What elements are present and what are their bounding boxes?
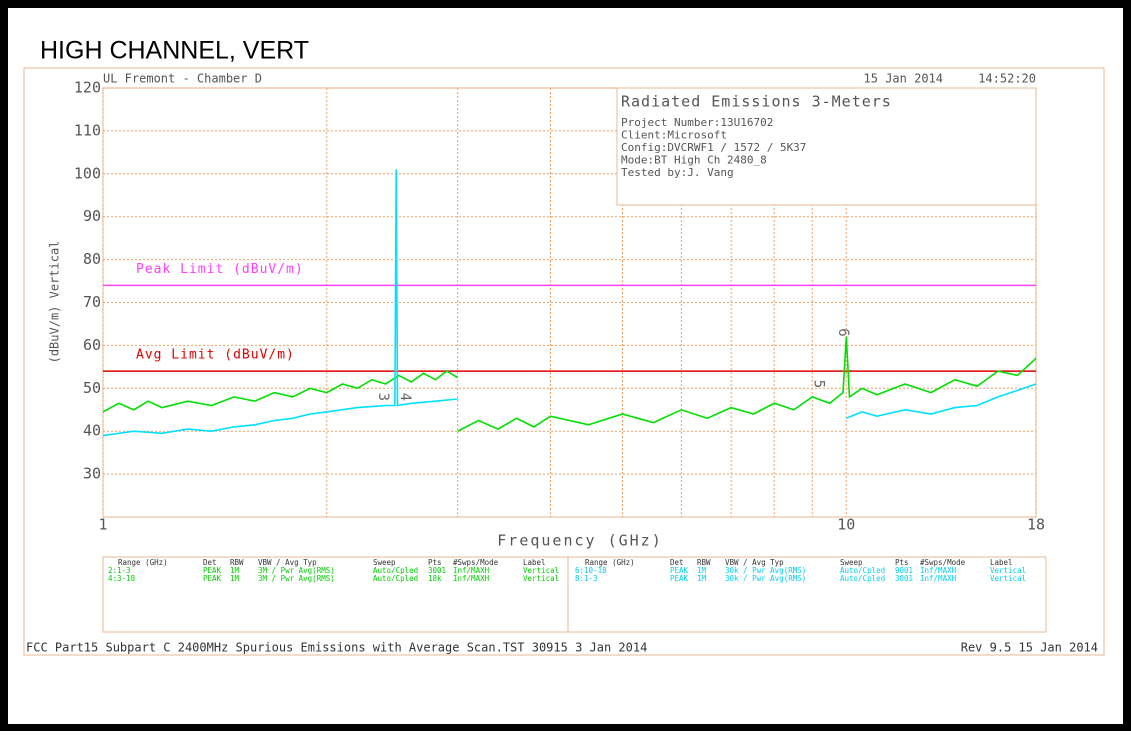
table-cell: 18k bbox=[428, 574, 442, 583]
marker-label: 3 bbox=[375, 393, 391, 401]
table-header: Range (GHz) bbox=[585, 558, 635, 567]
y-tick-label: 90 bbox=[83, 207, 101, 225]
table-header: Range (GHz) bbox=[118, 558, 168, 567]
y-tick-label: 50 bbox=[83, 379, 101, 397]
trace bbox=[102, 169, 1037, 437]
y-tick-label: 100 bbox=[74, 164, 101, 182]
table-header: #Swps/Mode bbox=[920, 558, 966, 567]
info-line: Config:DVCRWF1 / 1572 / 5K37 bbox=[621, 141, 806, 154]
table-cell: 9001 bbox=[895, 566, 913, 575]
table-header: Sweep bbox=[840, 558, 863, 567]
table-cell: 4:3-18 bbox=[108, 574, 136, 583]
table-cell: 3001 bbox=[428, 566, 446, 575]
y-tick-label: 110 bbox=[74, 121, 101, 139]
info-line: Tested by:J. Vang bbox=[621, 166, 734, 179]
info-line: Mode:BT High Ch 2480_8 bbox=[621, 154, 767, 167]
table-cell: Vertical bbox=[990, 574, 1026, 583]
table-cell: PEAK bbox=[670, 574, 689, 583]
table-cell: 1M bbox=[230, 574, 240, 583]
table-cell: Auto/Cpled bbox=[373, 566, 418, 575]
y-tick-label: 60 bbox=[83, 336, 101, 354]
table-cell: 1M bbox=[697, 574, 707, 583]
table-header: Pts bbox=[428, 558, 442, 567]
table-header: Det bbox=[203, 558, 217, 567]
table-header: VBW / Avg Typ bbox=[725, 558, 784, 567]
table-cell: PEAK bbox=[203, 574, 222, 583]
table-cell: Inf/MAXH bbox=[453, 574, 490, 583]
table-cell: 3001 bbox=[895, 574, 913, 583]
x-axis-label: Frequency (GHz) bbox=[497, 532, 662, 550]
info-box bbox=[616, 87, 1037, 206]
table-header: VBW / Avg Typ bbox=[258, 558, 317, 567]
table-cell: 3M / Pwr Avg(RMS) bbox=[258, 566, 335, 575]
table-cell: 2:1-3 bbox=[108, 566, 131, 575]
table-cell: Vertical bbox=[523, 574, 559, 583]
info-line: Project Number:13U16702 bbox=[621, 116, 773, 129]
table-header: RBW bbox=[230, 558, 244, 567]
limit-label: Avg Limit (dBuV/m) bbox=[136, 348, 295, 363]
table-cell: Auto/Cpled bbox=[840, 566, 885, 575]
y-tick-label: 40 bbox=[83, 422, 101, 440]
table-cell: PEAK bbox=[203, 566, 222, 575]
table-header: Label bbox=[990, 558, 1013, 567]
table-cell: Auto/Cpled bbox=[840, 574, 885, 583]
x-tick-label: 10 bbox=[837, 516, 855, 534]
marker-label: 5 bbox=[810, 380, 826, 388]
marker-label: 6 bbox=[835, 328, 851, 336]
footer-left: FCC Part15 Subpart C 2400MHz Spurious Em… bbox=[26, 641, 647, 655]
table-cell: Auto/Cpled bbox=[373, 574, 418, 583]
info-line: Client:Microsoft bbox=[621, 129, 727, 142]
date-label: 15 Jan 2014 bbox=[864, 72, 943, 86]
table-header: RBW bbox=[697, 558, 711, 567]
plot-frame bbox=[23, 67, 1105, 656]
table-header: Sweep bbox=[373, 558, 396, 567]
y-tick-label: 70 bbox=[83, 293, 101, 311]
table-cell: Vertical bbox=[990, 566, 1026, 575]
table-cell: 8:1-3 bbox=[575, 574, 598, 583]
table-header: #Swps/Mode bbox=[453, 558, 499, 567]
x-tick-label: 18 bbox=[1027, 516, 1045, 534]
table-header: Pts bbox=[895, 558, 909, 567]
table-cell: 30k / Pwr Avg(RMS) bbox=[725, 574, 806, 583]
table-header: Label bbox=[523, 558, 546, 567]
table-cell: PEAK bbox=[670, 566, 689, 575]
site-label: UL Fremont - Chamber D bbox=[103, 72, 262, 86]
table-header: Det bbox=[670, 558, 684, 567]
limit-label: Peak Limit (dBuV/m) bbox=[136, 262, 304, 277]
x-tick-label: 1 bbox=[98, 516, 107, 534]
table-box bbox=[102, 556, 1047, 633]
table-cell: 1M bbox=[230, 566, 240, 575]
table-cell: Inf/MAXH bbox=[920, 566, 957, 575]
trace bbox=[102, 336, 1037, 432]
table-cell: Inf/MAXH bbox=[453, 566, 490, 575]
y-tick-label: 30 bbox=[83, 465, 101, 483]
table-cell: 6:10-18 bbox=[575, 566, 607, 575]
y-tick-label: 120 bbox=[74, 79, 101, 97]
table-cell: 1M bbox=[697, 566, 707, 575]
y-tick-label: 80 bbox=[83, 250, 101, 268]
info-title: Radiated Emissions 3-Meters bbox=[621, 93, 892, 111]
table-cell: Vertical bbox=[523, 566, 559, 575]
chart-title: HIGH CHANNEL, VERT bbox=[40, 37, 309, 65]
y-axis-label: (dBuV/m) Vertical bbox=[48, 241, 62, 364]
time-label: 14:52:20 bbox=[978, 72, 1036, 86]
table-cell: 3M / Pwr Avg(RMS) bbox=[258, 574, 335, 583]
footer-right: Rev 9.5 15 Jan 2014 bbox=[961, 641, 1098, 655]
table-cell: 30k / Pwr Avg(RMS) bbox=[725, 566, 806, 575]
table-cell: Inf/MAXH bbox=[920, 574, 957, 583]
marker-label: 4 bbox=[397, 393, 413, 401]
